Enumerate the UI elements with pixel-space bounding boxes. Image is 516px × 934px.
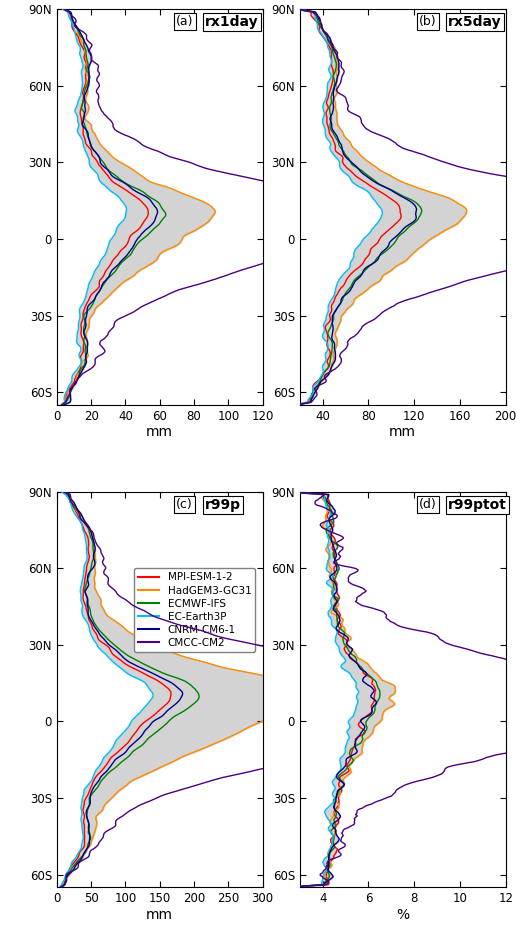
X-axis label: mm: mm (146, 908, 173, 922)
Text: r99ptot: r99ptot (448, 498, 507, 512)
Text: (b): (b) (419, 15, 437, 28)
Text: rx1day: rx1day (205, 15, 259, 29)
X-axis label: mm: mm (389, 426, 416, 440)
Text: (a): (a) (176, 15, 194, 28)
X-axis label: %: % (396, 908, 409, 922)
Text: (c): (c) (176, 498, 193, 511)
Text: r99p: r99p (205, 498, 241, 512)
X-axis label: mm: mm (146, 426, 173, 440)
Legend: MPI-ESM-1-2, HadGEM3-GC31, ECMWF-IFS, EC-Earth3P, CNRM-CM6-1, CMCC-CM2: MPI-ESM-1-2, HadGEM3-GC31, ECMWF-IFS, EC… (134, 568, 255, 652)
Text: (d): (d) (419, 498, 437, 511)
Text: rx5day: rx5day (448, 15, 502, 29)
